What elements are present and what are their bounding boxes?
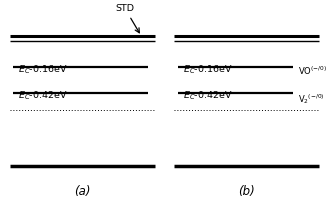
Text: STD: STD	[115, 4, 139, 33]
Text: $E_C$-0.16eV: $E_C$-0.16eV	[18, 64, 68, 76]
Text: VO$^{(-/0)}$: VO$^{(-/0)}$	[298, 65, 327, 77]
Text: (b): (b)	[239, 185, 255, 198]
Text: $E_C$-0.42eV: $E_C$-0.42eV	[18, 90, 68, 102]
Text: (a): (a)	[74, 185, 90, 198]
Text: $E_C$-0.42eV: $E_C$-0.42eV	[183, 90, 232, 102]
Text: $E_C$-0.16eV: $E_C$-0.16eV	[183, 64, 232, 76]
Text: V$_2$$^{(-/0)}$: V$_2$$^{(-/0)}$	[298, 92, 324, 106]
